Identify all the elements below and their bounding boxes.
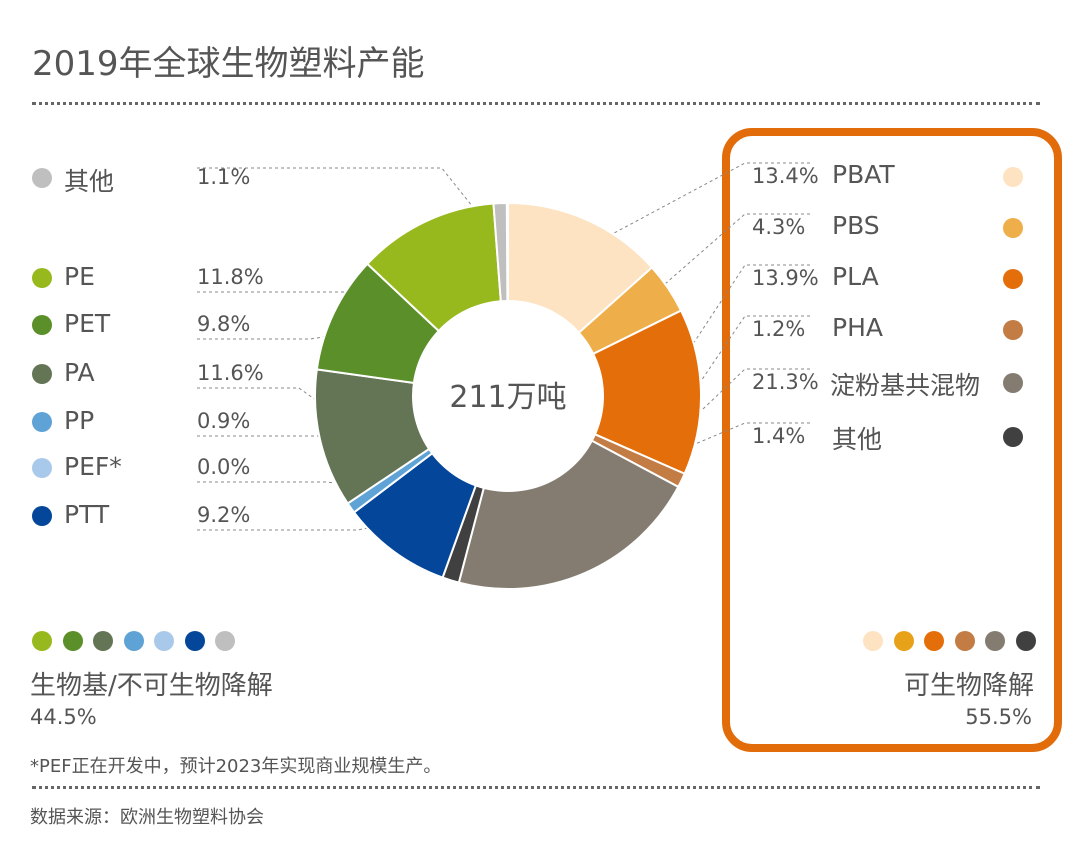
legend-label: PTT (64, 500, 110, 529)
footnote: *PEF正在开发中，预计2023年实现商业规模生产。 (30, 756, 442, 777)
legend-label: 其他 (64, 167, 115, 196)
group-dot-biodegradable (954, 631, 975, 651)
legend-label: PE (64, 262, 95, 291)
legend-percent: 0.0% (197, 455, 251, 479)
legend-percent: 1.2% (752, 317, 806, 341)
legend-dot (1003, 218, 1023, 238)
legend-percent: 13.9% (752, 266, 819, 290)
group-dot-biobased (93, 631, 113, 651)
legend-percent: 0.9% (197, 409, 251, 433)
group-dot-biobased (62, 631, 83, 651)
legend-dot (1003, 269, 1023, 289)
group-dot-biodegradable (863, 631, 883, 651)
legend-label: PBS (832, 211, 880, 240)
legend-percent: 1.4% (752, 424, 806, 448)
leader-line (197, 329, 371, 340)
legend-dot (32, 412, 52, 432)
legend-dot (1003, 167, 1023, 187)
legend-percent: 13.4% (752, 164, 819, 188)
group-dot-biobased (123, 631, 144, 651)
source-note: 数据来源：欧洲生物塑料协会 (30, 807, 264, 828)
leader-line (634, 213, 810, 311)
biodegradable-highlight-box (722, 128, 1062, 752)
legend-percent: 1.1% (197, 165, 251, 189)
group-dot-biodegradable (924, 631, 944, 651)
legend-label: PEF* (64, 452, 122, 481)
slice-PLA (505, 309, 702, 476)
legend-percent: 4.3% (752, 215, 806, 239)
top-divider (32, 102, 1040, 105)
biobased-group-total: 44.5% (30, 705, 97, 729)
legend-label: PHA (832, 313, 883, 342)
legend-percent: 11.6% (197, 361, 264, 385)
legend-label: 淀粉基共混物 (830, 371, 981, 400)
group-dot-biobased (215, 631, 235, 651)
legend-dot (32, 268, 52, 288)
legend-label: PET (64, 309, 111, 338)
legend-label: PP (64, 406, 95, 435)
group-dot-biobased (32, 631, 52, 651)
legend-dot (32, 458, 52, 478)
biodegradable-group-label: 可生物降解 (903, 671, 1034, 701)
group-dot-biobased (184, 631, 205, 651)
group-dot-biobased (154, 631, 174, 651)
biobased-group-label: 生物基/不可生物降解 (30, 671, 273, 701)
bottom-divider (32, 786, 1040, 789)
legend-dot (1003, 320, 1023, 340)
legend-percent: 11.8% (197, 265, 264, 289)
legend-dot (32, 506, 52, 526)
legend-dot (32, 315, 52, 335)
biodegradable-group-total: 55.5% (965, 705, 1032, 729)
legend-percent: 9.8% (197, 312, 251, 336)
chart-title: 2019年全球生物塑料产能 (32, 44, 425, 84)
legend-dot (32, 364, 52, 384)
legend-label: PLA (832, 262, 879, 291)
legend-label: PBAT (832, 160, 895, 189)
group-dot-biodegradable (1015, 631, 1036, 651)
legend-label: 其他 (832, 425, 883, 454)
group-dot-biodegradable (893, 631, 914, 651)
group-dot-biodegradable (985, 631, 1005, 651)
donut-hole (412, 300, 604, 492)
center-label: 211万吨 (449, 380, 566, 415)
legend-percent: 9.2% (197, 503, 251, 527)
legend-dot (32, 168, 52, 188)
legend-dot (1003, 427, 1023, 447)
legend-dot (1003, 373, 1023, 393)
legend-label: PA (64, 358, 95, 387)
legend-percent: 21.3% (752, 370, 819, 394)
